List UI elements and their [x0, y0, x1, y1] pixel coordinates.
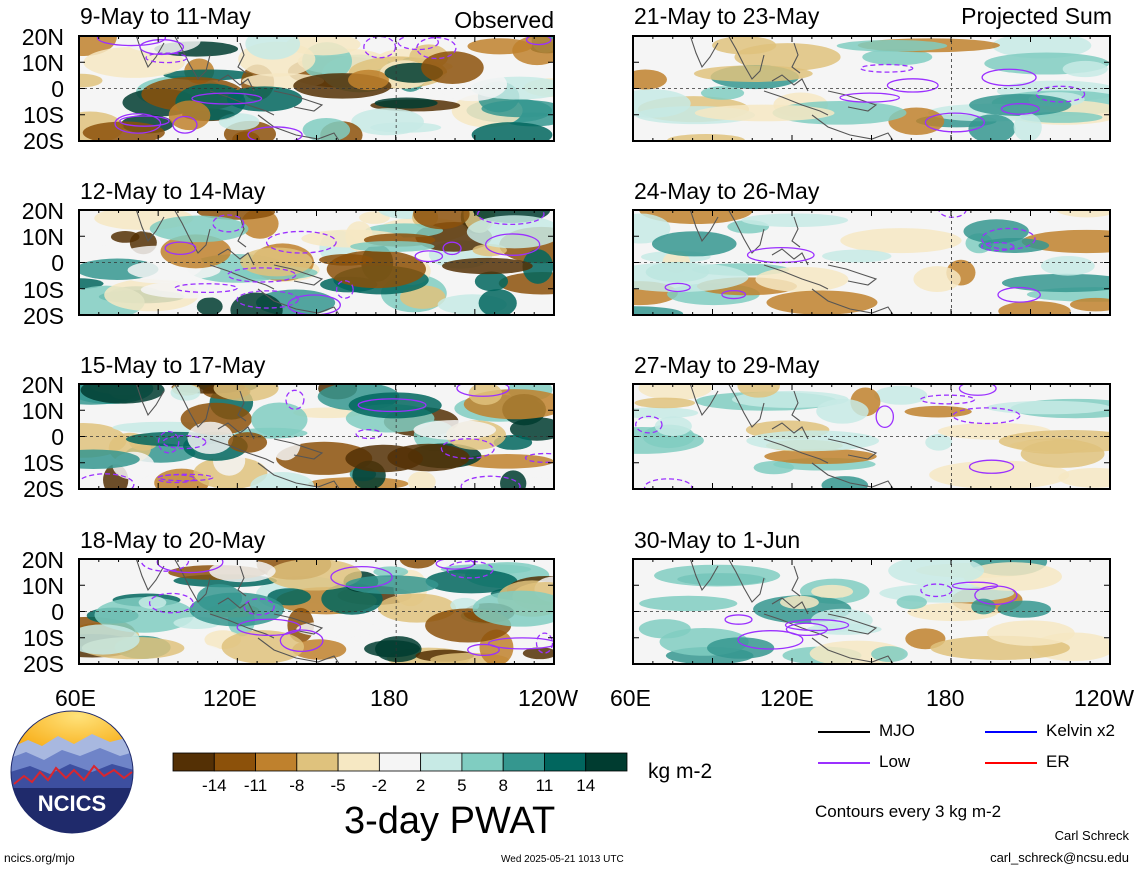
- lat-label-10n: 10N: [21, 224, 64, 250]
- lon-label-60e: 60E: [55, 685, 96, 711]
- lat-label-20s: 20S: [23, 476, 64, 502]
- footer-author: Carl Schreck: [1054, 828, 1129, 843]
- panel-title-left-2: 12-May to 14-May: [80, 178, 266, 204]
- colorbar-swatch: [378, 752, 422, 772]
- lat-label-20n: 20N: [21, 372, 64, 398]
- lat-label-20s: 20S: [23, 303, 64, 329]
- lon-label-120w: 120W: [1074, 687, 1135, 710]
- map-panel-observed-3: [78, 383, 555, 490]
- colorbar-swatch: [213, 752, 256, 772]
- panel-title-right-3: 27-May to 29-May: [634, 352, 820, 378]
- lat-label-10n: 10N: [21, 573, 64, 599]
- projected-sum-label: Projected Sum: [961, 3, 1112, 29]
- lat-label-20n: 20N: [21, 24, 64, 50]
- colorbar-units: kg m-2: [648, 760, 713, 783]
- lon-label-60e: 60E: [610, 685, 651, 711]
- map-panel-observed-1: [78, 35, 555, 142]
- lat-label-10s: 10S: [23, 102, 64, 128]
- colorbar-tick-label: 5: [457, 776, 466, 794]
- colorbar-tick-label: 11: [536, 776, 554, 794]
- legend-label-mjo: MJO: [879, 721, 915, 740]
- legend-label-er: ER: [1046, 752, 1070, 771]
- colorbar-swatch: [502, 752, 545, 772]
- panel-title-right-2: 24-May to 26-May: [634, 178, 820, 204]
- colorbar-swatch: [544, 752, 587, 772]
- colorbar-tick-label: 14: [576, 776, 595, 794]
- lat-label-0: 0: [51, 76, 64, 102]
- panel-title-left-4: 18-May to 20-May: [80, 527, 266, 553]
- map-panel-projected-1: [632, 35, 1111, 142]
- lon-label-120e: 120E: [760, 685, 814, 711]
- panel-title-right-4: 30-May to 1-Jun: [634, 527, 801, 553]
- footer-timestamp: Wed 2025-05-21 1013 UTC: [501, 854, 624, 865]
- colorbar-tick-label: 2: [416, 776, 425, 794]
- map-panel-projected-3: [632, 383, 1111, 490]
- lat-label-10n: 10N: [21, 50, 64, 76]
- lat-label-20n: 20N: [21, 198, 64, 224]
- colorbar: -14 -11 -8 -5 -2 2 5 8 11 14: [172, 752, 628, 794]
- lat-label-20n: 20N: [21, 547, 64, 573]
- map-panel-observed-4: [78, 558, 555, 665]
- lat-label-10s: 10S: [23, 625, 64, 651]
- colorbar-tick-label: -11: [244, 776, 267, 794]
- colorbar-swatch: [255, 752, 298, 772]
- legend-label-low: Low: [879, 752, 911, 771]
- map-panel-observed-2: [78, 209, 555, 316]
- panel-title-left-1: 9-May to 11-May: [80, 3, 251, 29]
- lon-label-180: 180: [370, 685, 409, 711]
- map-panel-projected-4: [632, 558, 1111, 665]
- legend-swatch-kelvin: [985, 731, 1037, 733]
- legend-swatch-er: [985, 762, 1037, 764]
- lat-label-20s: 20S: [23, 651, 64, 677]
- ncics-logo: NCICS: [10, 710, 134, 834]
- contour-note: Contours every 3 kg m-2: [815, 802, 1002, 821]
- footer-url: ncics.org/mjo: [4, 851, 75, 865]
- lat-label-0: 0: [51, 250, 64, 276]
- footer-email: carl_schreck@ncsu.edu: [990, 850, 1129, 865]
- lat-label-0: 0: [51, 599, 64, 625]
- lat-label-10n: 10N: [21, 398, 64, 424]
- colorbar-tick-label: 8: [498, 776, 507, 794]
- colorbar-title: 3-day PWAT: [344, 800, 556, 842]
- lat-label-10s: 10S: [23, 277, 64, 303]
- observed-label: Observed: [454, 7, 554, 33]
- lat-label-20s: 20S: [23, 128, 64, 154]
- colorbar-tick-label: -2: [372, 776, 387, 794]
- colorbar-swatch: [585, 752, 628, 772]
- colorbar-swatch: [172, 752, 215, 772]
- colorbar-swatch: [296, 752, 339, 772]
- colorbar-swatch: [461, 752, 504, 772]
- lat-label-0: 0: [51, 424, 64, 450]
- map-panel-projected-2: [632, 209, 1111, 316]
- colorbar-tick-label: -8: [289, 776, 304, 794]
- lon-label-120e: 120E: [203, 685, 257, 711]
- legend-swatch-low: [818, 762, 870, 764]
- colorbar-swatch: [337, 752, 380, 772]
- lon-label-180: 180: [926, 685, 965, 711]
- lon-label-120w: 120W: [518, 685, 579, 711]
- colorbar-swatch: [420, 752, 463, 772]
- panel-title-left-3: 15-May to 17-May: [80, 352, 266, 378]
- colorbar-tick-label: -14: [202, 776, 227, 794]
- logo-text: NCICS: [38, 791, 106, 816]
- lat-label-10s: 10S: [23, 450, 64, 476]
- panel-title-right-1: 21-May to 23-May: [634, 3, 820, 29]
- colorbar-tick-label: -5: [331, 776, 346, 794]
- legend-label-kelvin: Kelvin x2: [1046, 721, 1115, 740]
- legend-swatch-mjo: [818, 731, 870, 733]
